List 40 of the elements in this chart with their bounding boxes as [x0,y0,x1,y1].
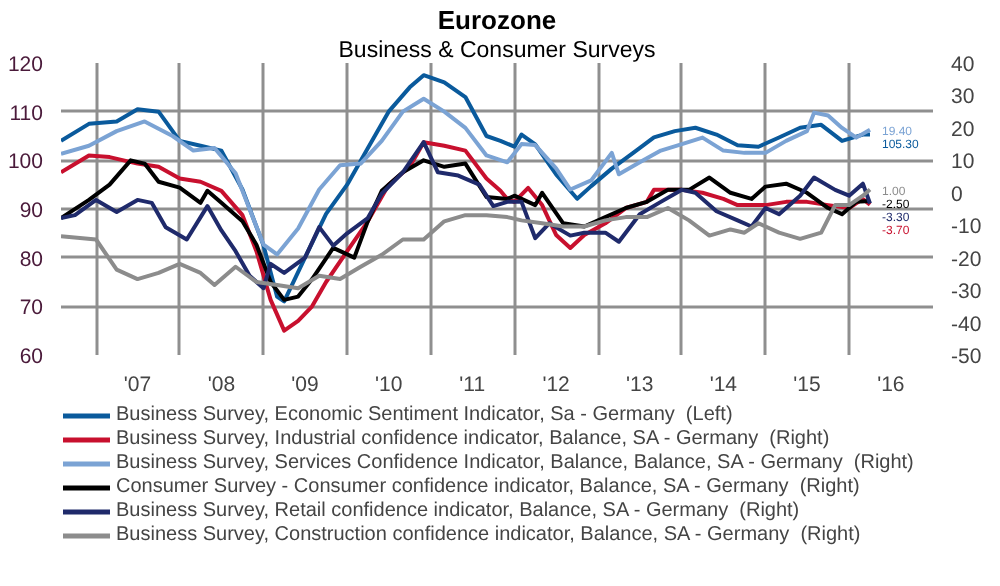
x-tick-label: '07 [123,373,152,397]
y-tick-label: 110 [9,101,44,126]
y2-tick-label: 40 [951,53,975,77]
line-series [61,158,872,302]
legend-label: Business Survey, Economic Sentiment Indicator, Sa - Germany (Left) [116,404,733,426]
chart-subtitle: Business & Consumer Surveys [338,39,657,63]
legend-label: Business Survey, Industrial confidence indicator, Balance, SA - Germany (Right) [116,428,830,450]
y-tick-label: 80 [19,247,44,272]
legend-label: Consumer Survey - Consumer confidence indicator, Balance, SA - Germany (Right) [116,476,860,498]
line-series [61,140,872,333]
x-tick-label: '12 [542,373,571,397]
x-tick-label: '16 [877,373,905,397]
y-tick-label: 60 [19,345,44,369]
y-tick-label: 100 [7,150,44,175]
y-tick-label: 70 [19,296,44,321]
y-tick-label: 90 [19,199,44,223]
line-series [61,140,872,291]
legend-label: Business Survey, Services Confidence Indicator, Balance, Balance, SA - Germany (Right) [116,452,914,474]
legend-label: Business Survey, Retail confidence indicator, Balance, SA - Germany (Right) [116,500,800,522]
y2-tick-label: -50 [951,345,982,369]
x-tick-label: '10 [374,373,403,397]
y-tick-label: 120 [7,53,44,77]
y2-tick-label: 10 [951,150,975,175]
x-tick-label: '11 [459,373,486,397]
y2-tick-label: 30 [951,85,975,110]
line-series [61,96,872,257]
line-series [61,73,872,304]
x-tick-label: '09 [291,373,320,397]
x-tick-label: '13 [626,373,654,397]
y2-tick-label: 0 [951,182,963,207]
y2-tick-label: -40 [951,312,982,337]
chart-title: Eurozone [437,5,557,35]
legend-label: Business Survey, Construction confidence indicator, Balance, SA - Germany (Right) [116,524,861,546]
x-tick-label: '15 [793,373,821,397]
x-tick-label: '14 [709,373,738,397]
x-tick-label: '08 [207,373,236,397]
y2-tick-label: -30 [951,280,982,305]
y2-tick-label: 20 [951,117,975,142]
y2-tick-label: -20 [951,247,982,272]
y2-tick-label: -10 [951,215,982,240]
